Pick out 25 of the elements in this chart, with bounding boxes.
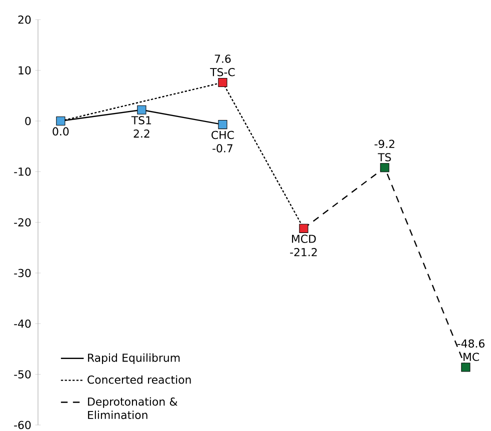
data-label: -0.7 <box>212 144 232 152</box>
y-tick-label: -20 <box>14 218 31 226</box>
y-tick-label: -10 <box>14 168 31 176</box>
y-tick-label: -50 <box>14 370 31 378</box>
y-tick-label: 10 <box>18 66 31 74</box>
legend-label: Deprotonation & Elimination <box>88 397 178 420</box>
annotation: MC <box>464 352 479 361</box>
annotation: MCD <box>292 234 316 243</box>
data-label: 0.0 <box>52 127 69 136</box>
y-tick-label: -60 <box>14 420 31 430</box>
y-tick-label: -40 <box>14 320 31 328</box>
data-label: -9.2 <box>374 140 394 148</box>
annotation: TS1 <box>131 116 151 124</box>
data-label: -48.6 <box>457 339 485 348</box>
data-label: -21.2 <box>290 248 317 256</box>
y-tick-label: -30 <box>14 268 31 278</box>
y-tick-label: 20 <box>18 16 31 24</box>
legend-label: Concerted reaction <box>88 375 191 384</box>
y-tick-label: 0 <box>25 116 31 126</box>
annotation: TS <box>378 153 391 162</box>
data-label: 7.6 <box>214 54 231 63</box>
legend-label: Rapid Equilibrum <box>88 353 180 364</box>
annotation: TS-C <box>210 68 235 76</box>
data-label: 2.2 <box>134 129 150 138</box>
annotation: CHC <box>212 130 234 140</box>
